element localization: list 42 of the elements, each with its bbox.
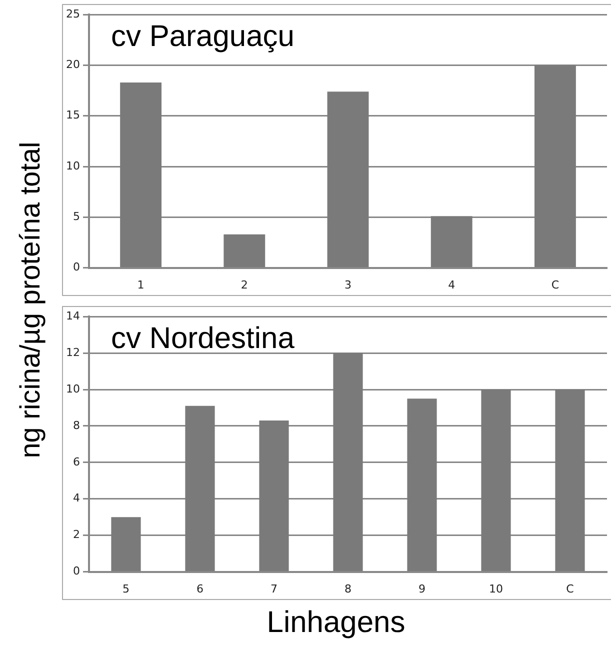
bar	[120, 82, 162, 268]
bar	[327, 92, 369, 268]
chart-title: cv Paraguaçu	[110, 20, 294, 53]
y-tick-label: 15	[66, 108, 80, 122]
bar	[430, 216, 472, 268]
bar	[407, 398, 437, 572]
bar	[333, 353, 363, 572]
y-tick-label: 25	[66, 7, 80, 20]
y-tick-label: 10	[66, 159, 80, 172]
x-tick-label: 7	[270, 582, 278, 596]
chart-title: cv Nordestina	[110, 322, 295, 355]
y-tick-label: 6	[72, 455, 80, 468]
y-tick-label: 2	[72, 528, 80, 542]
x-tick-label: 10	[489, 582, 503, 596]
x-tick-label: 8	[344, 582, 352, 596]
bar	[481, 390, 511, 572]
x-tick-label: C	[566, 582, 574, 596]
x-axis-title: Linhagens	[266, 606, 406, 640]
y-tick-label: 4	[72, 492, 80, 505]
y-tick-label: 0	[72, 564, 80, 578]
bar	[534, 65, 576, 268]
bar	[111, 517, 141, 572]
y-tick-label: 5	[72, 210, 80, 224]
x-tick-label: 3	[344, 278, 352, 292]
y-tick-label: 10	[66, 382, 80, 396]
y-tick-label: 8	[72, 418, 80, 432]
x-tick-label: 5	[122, 582, 130, 596]
x-tick-label: 1	[137, 278, 144, 292]
y-tick-label: 20	[66, 58, 80, 72]
x-tick-label: 6	[196, 582, 204, 596]
y-axis-title: ng ricina/µg proteína total	[14, 142, 46, 458]
x-tick-label: 2	[240, 278, 248, 292]
bar	[185, 406, 215, 572]
bar	[555, 390, 585, 572]
x-tick-label: 4	[448, 278, 456, 292]
x-tick-label: 9	[418, 582, 426, 596]
bar	[259, 420, 289, 572]
bar	[224, 234, 266, 268]
x-tick-label: C	[551, 278, 560, 292]
y-tick-label: 12	[66, 346, 80, 359]
y-tick-label: 0	[72, 260, 80, 274]
y-tick-label: 14	[66, 309, 80, 322]
